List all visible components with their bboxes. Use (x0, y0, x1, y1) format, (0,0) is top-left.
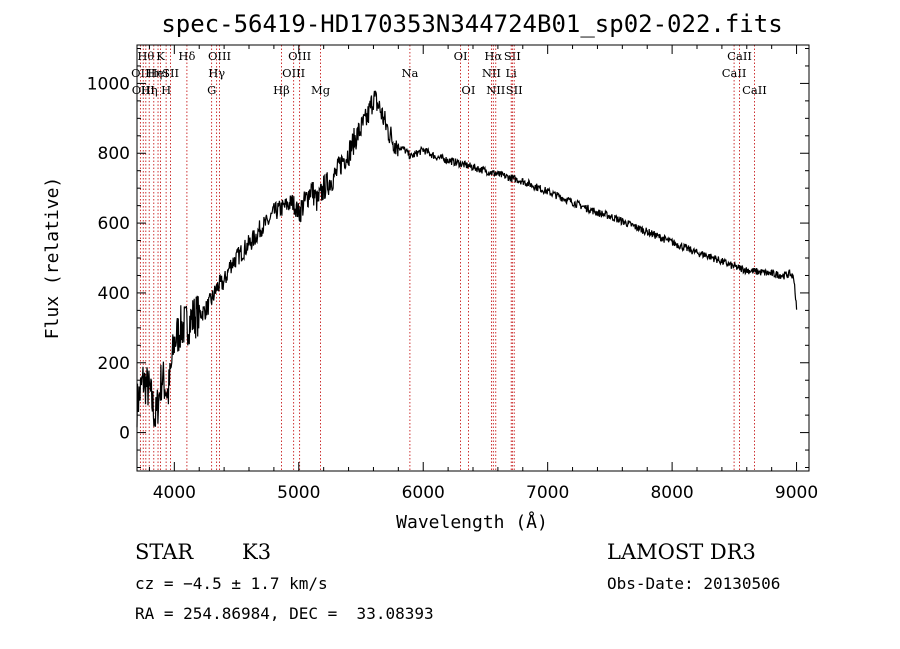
x-tick-label: 9000 (775, 483, 818, 503)
y-axis: 0 200 400 600 800 1000 (87, 47, 809, 469)
line-markers: OIIOIIIHθHηHηHeIKHSIIHδGHγOIIIHβOIIIOIII… (131, 45, 767, 471)
x-tick-label: 7000 (526, 483, 569, 503)
line-marker-label: SII (504, 49, 521, 63)
x-tick-label: 4000 (153, 483, 196, 503)
line-marker-label: OIII (208, 49, 231, 63)
line-marker-label: Li (506, 66, 518, 80)
line-marker-label: Hδ (178, 49, 195, 63)
x-axis-label: Wavelength (Å) (396, 511, 548, 533)
line-marker-label: NII (482, 66, 501, 80)
y-tick-label: 1000 (87, 74, 130, 94)
line-marker-label: OIII (288, 49, 311, 63)
line-marker-label: Hη (141, 83, 158, 97)
line-marker-label: Hθ (137, 49, 154, 63)
x-tick-label: 6000 (402, 483, 445, 503)
y-tick-label: 200 (98, 354, 130, 374)
line-marker-label: G (207, 83, 216, 97)
line-marker-label: Hα (484, 49, 502, 63)
line-marker-label: CaII (742, 83, 767, 97)
x-tick-label: 8000 (650, 483, 693, 503)
line-marker-label: NII (486, 83, 505, 97)
y-tick-label: 600 (98, 214, 130, 234)
object-subclass: K3 (242, 540, 272, 564)
line-marker-label: OII (131, 66, 150, 80)
line-marker-label: Hγ (208, 66, 225, 80)
line-marker-label: SII (506, 83, 523, 97)
y-tick-label: 400 (98, 284, 130, 304)
coordinates: RA = 254.86984, DEC = 33.08393 (135, 604, 434, 623)
line-marker-label: HeI (147, 66, 168, 80)
survey-name: LAMOST DR3 (607, 540, 756, 564)
y-axis-label: Flux (relative) (42, 177, 63, 340)
x-axis: 4000 5000 6000 7000 8000 9000 (148, 45, 818, 503)
spectrum-line (136, 90, 798, 428)
line-marker-label: OI (454, 49, 468, 63)
y-tick-label: 800 (98, 144, 130, 164)
line-marker-label: Hβ (273, 83, 290, 97)
line-marker-label: CaII (722, 66, 747, 80)
y-tick-label: 0 (119, 424, 130, 444)
chart-title: spec-56419-HD170353N344724B01_sp02-022.f… (161, 10, 782, 38)
line-marker-label: Na (401, 66, 418, 80)
line-marker-label: CaII (727, 49, 752, 63)
line-marker-label: OIII (282, 66, 305, 80)
x-tick-label: 5000 (277, 483, 320, 503)
line-marker-label: Mg (311, 83, 331, 97)
obs-date: Obs-Date: 20130506 (607, 574, 781, 593)
line-marker-label: H (161, 83, 171, 97)
object-class: STAR (135, 540, 194, 564)
line-marker-label: SII (162, 66, 179, 80)
line-marker-label: OI (461, 83, 475, 97)
redshift-cz: cz = −4.5 ± 1.7 km/s (135, 574, 328, 593)
line-marker-label: K (156, 49, 165, 63)
